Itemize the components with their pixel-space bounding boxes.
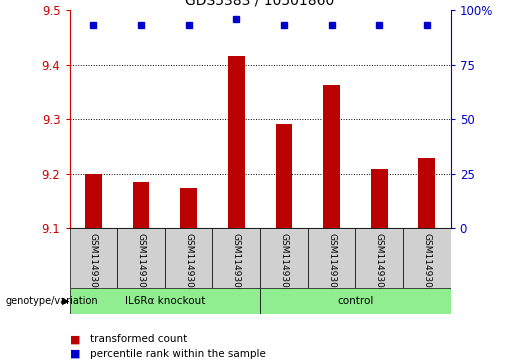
Bar	[165, 228, 212, 288]
Bar	[70, 288, 260, 314]
Bar	[133, 182, 149, 228]
Bar	[276, 124, 292, 228]
Bar	[355, 228, 403, 288]
Text: GSM1149305: GSM1149305	[422, 233, 431, 293]
Bar	[212, 228, 260, 288]
Text: percentile rank within the sample: percentile rank within the sample	[90, 349, 266, 359]
Text: transformed count: transformed count	[90, 334, 187, 344]
Bar	[180, 188, 197, 228]
Bar	[403, 228, 451, 288]
Text: GSM1149307: GSM1149307	[136, 233, 145, 293]
Text: GSM1149308: GSM1149308	[184, 233, 193, 293]
Bar	[260, 228, 308, 288]
Bar	[307, 228, 355, 288]
Text: genotype/variation: genotype/variation	[5, 296, 98, 306]
Bar	[323, 85, 340, 228]
Title: GDS5383 / 10501860: GDS5383 / 10501860	[185, 0, 335, 8]
Text: GSM1149306: GSM1149306	[89, 233, 98, 293]
Bar	[419, 158, 435, 228]
Text: ▶: ▶	[62, 296, 69, 306]
Bar	[70, 228, 117, 288]
Text: IL6Rα knockout: IL6Rα knockout	[125, 296, 205, 306]
Text: control: control	[337, 296, 373, 306]
Bar	[371, 169, 387, 228]
Bar	[260, 288, 451, 314]
Bar	[85, 174, 101, 228]
Text: GSM1149309: GSM1149309	[232, 233, 241, 293]
Text: ■: ■	[70, 349, 80, 359]
Text: GSM1149303: GSM1149303	[327, 233, 336, 293]
Text: GSM1149304: GSM1149304	[375, 233, 384, 293]
Text: GSM1149302: GSM1149302	[280, 233, 288, 293]
Text: ■: ■	[70, 334, 80, 344]
Bar	[117, 228, 165, 288]
Bar	[228, 57, 245, 228]
